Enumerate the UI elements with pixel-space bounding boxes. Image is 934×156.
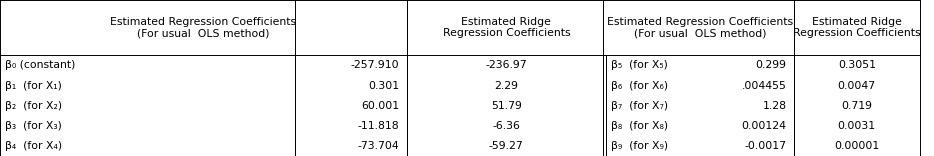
Text: -6.36: -6.36 [492, 121, 520, 131]
Text: 0.0031: 0.0031 [838, 121, 876, 131]
Text: Estimated Ridge
Regression Coefficients: Estimated Ridge Regression Coefficients [793, 17, 921, 39]
Text: 60.001: 60.001 [361, 101, 399, 111]
Text: β₂  (for X₂): β₂ (for X₂) [5, 101, 62, 111]
Text: 0.00001: 0.00001 [834, 141, 880, 151]
Text: 0.301: 0.301 [368, 80, 399, 91]
Text: Estimated Regression Coefficients
(For usual  OLS method): Estimated Regression Coefficients (For u… [607, 17, 793, 39]
Text: β₇  (for X₇): β₇ (for X₇) [611, 101, 668, 111]
Text: β₈  (for X₈): β₈ (for X₈) [611, 121, 668, 131]
Text: -11.818: -11.818 [358, 121, 399, 131]
Text: 2.29: 2.29 [494, 80, 518, 91]
Text: β₅  (for X₅): β₅ (for X₅) [611, 60, 668, 71]
Text: -236.97: -236.97 [486, 60, 527, 71]
Text: Estimated Regression Coefficients
(For usual  OLS method): Estimated Regression Coefficients (For u… [110, 17, 296, 39]
Text: β₉  (for X₉): β₉ (for X₉) [611, 141, 668, 151]
Text: 0.3051: 0.3051 [838, 60, 876, 71]
Text: β₁  (for X₁): β₁ (for X₁) [5, 80, 62, 91]
Text: -73.704: -73.704 [358, 141, 399, 151]
Text: -59.27: -59.27 [489, 141, 524, 151]
Text: .004455: .004455 [742, 80, 786, 91]
Text: -0.0017: -0.0017 [744, 141, 786, 151]
Text: -257.910: -257.910 [350, 60, 399, 71]
Text: β₃  (for X₃): β₃ (for X₃) [5, 121, 62, 131]
Text: 1.28: 1.28 [762, 101, 786, 111]
Text: 0.299: 0.299 [756, 60, 786, 71]
Text: β₆  (for X₆): β₆ (for X₆) [611, 80, 668, 91]
Text: β₀ (constant): β₀ (constant) [5, 60, 75, 71]
Text: β₄  (for X₄): β₄ (for X₄) [5, 141, 62, 151]
Text: 51.79: 51.79 [491, 101, 522, 111]
Text: 0.719: 0.719 [842, 101, 872, 111]
Text: Estimated Ridge
Regression Coefficients: Estimated Ridge Regression Coefficients [443, 17, 570, 39]
Text: 0.00124: 0.00124 [742, 121, 786, 131]
Text: 0.0047: 0.0047 [838, 80, 876, 91]
